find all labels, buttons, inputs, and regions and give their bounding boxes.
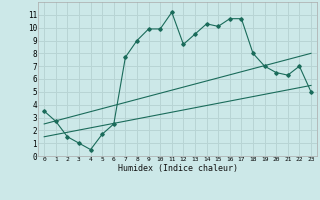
X-axis label: Humidex (Indice chaleur): Humidex (Indice chaleur) [118,164,238,173]
